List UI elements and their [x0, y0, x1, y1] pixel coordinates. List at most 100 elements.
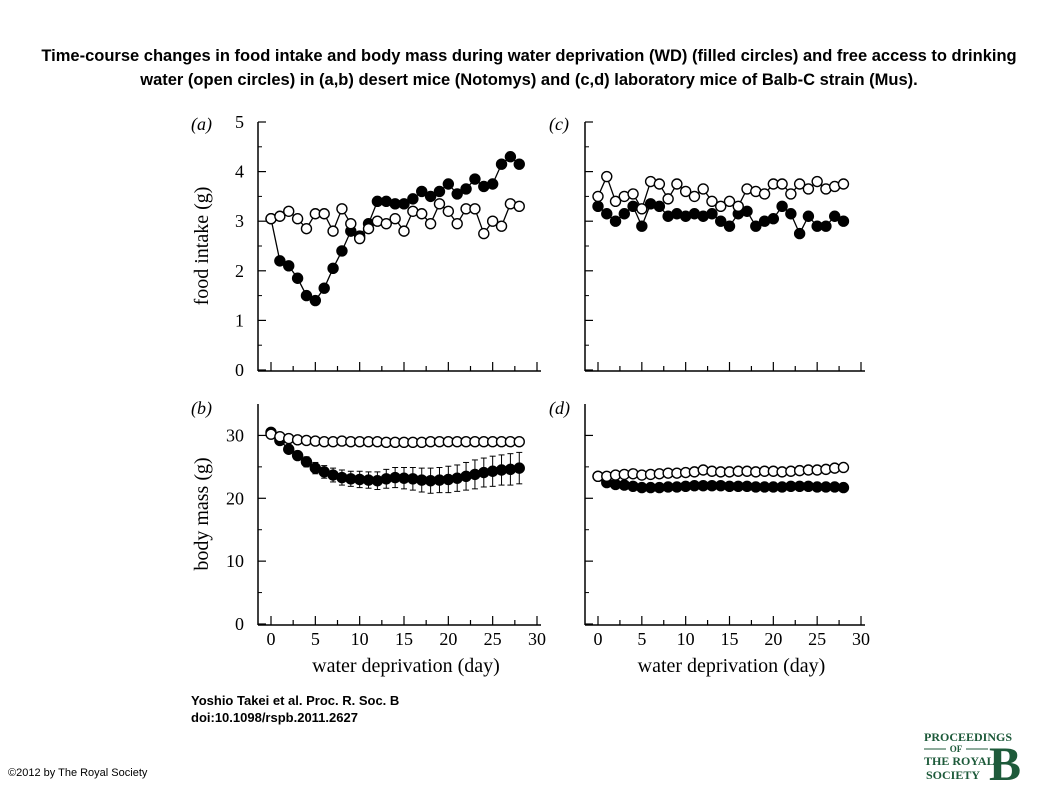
- chart-panel-2: 0 10 20 30 0 5 10 15 20 25 30 (b) body mass (g) water…: [191, 398, 546, 677]
- data-point: [706, 195, 718, 208]
- data-point: [837, 215, 850, 227]
- y-tick-label: 5: [235, 112, 244, 132]
- data-point: [793, 227, 806, 240]
- x-tick-label: 20: [439, 629, 457, 649]
- data-point: [785, 208, 797, 220]
- series-wd-filled: [265, 151, 525, 307]
- data-point: [758, 188, 771, 200]
- data-point: [750, 220, 762, 232]
- data-point: [283, 443, 295, 455]
- data-point: [513, 462, 525, 474]
- data-point: [601, 208, 613, 220]
- data-point: [442, 205, 455, 217]
- data-point: [451, 188, 463, 200]
- data-point: [653, 178, 666, 190]
- data-point: [309, 294, 322, 307]
- data-point: [662, 193, 674, 205]
- data-point: [793, 178, 806, 190]
- data-point: [715, 200, 727, 213]
- data-point: [706, 208, 718, 220]
- data-point: [274, 210, 286, 222]
- data-point: [785, 188, 797, 200]
- data-point: [592, 190, 604, 203]
- copyright-notice: ©2012 by The Royal Society: [8, 767, 148, 779]
- y-tick-label: 20: [226, 488, 244, 508]
- series-control-open: [592, 461, 850, 482]
- panel-label: (c): [549, 114, 569, 135]
- data-point: [486, 215, 499, 227]
- data-point: [837, 461, 850, 474]
- data-point: [327, 262, 339, 275]
- x-tick-label: 10: [677, 629, 695, 649]
- data-point: [478, 227, 490, 240]
- logo-text-proceedings: PROCEEDINGS: [924, 730, 1012, 744]
- data-point: [627, 188, 639, 200]
- series-wd-filled: [265, 426, 525, 494]
- data-point: [697, 183, 709, 195]
- panel-label: (d): [549, 398, 570, 419]
- data-point: [776, 178, 788, 190]
- data-point: [829, 210, 841, 222]
- data-point: [389, 213, 401, 225]
- y-tick-label: 1: [235, 310, 244, 330]
- data-point: [398, 225, 410, 237]
- y-axis-label: food intake (g): [191, 187, 213, 306]
- data-point: [469, 203, 481, 215]
- y-tick-label: 2: [235, 261, 244, 281]
- data-point: [283, 260, 295, 272]
- x-axis-label: water deprivation (day): [638, 655, 826, 677]
- y-tick-label: 10: [226, 551, 244, 571]
- data-point: [601, 170, 613, 183]
- citation-doi: doi:10.1098/rspb.2011.2627: [191, 710, 358, 725]
- data-point: [424, 217, 437, 230]
- data-point: [495, 220, 508, 232]
- data-point: [504, 151, 517, 163]
- data-point: [460, 183, 472, 195]
- citation-authors: Yoshio Takei et al. Proc. R. Soc. B: [191, 693, 400, 708]
- data-point: [776, 200, 788, 213]
- series-control-open: [592, 170, 850, 215]
- data-point: [380, 217, 392, 230]
- data-point: [398, 198, 410, 210]
- data-point: [715, 215, 727, 227]
- data-point: [679, 185, 692, 198]
- x-tick-label: 25: [484, 629, 502, 649]
- series-control-open: [265, 428, 525, 449]
- data-point: [451, 217, 463, 230]
- data-point: [636, 220, 648, 232]
- data-point: [495, 158, 508, 170]
- data-point: [318, 282, 330, 294]
- y-tick-label: 4: [235, 162, 244, 182]
- y-tick-label: 30: [226, 425, 244, 445]
- data-point: [283, 205, 295, 217]
- data-point: [513, 200, 525, 213]
- data-point: [513, 436, 525, 448]
- data-point: [741, 205, 753, 217]
- data-point: [274, 255, 286, 267]
- chart-panel-3: (c): [549, 114, 865, 372]
- series-wd-filled: [592, 470, 850, 494]
- x-axis-label: water deprivation (day): [312, 655, 500, 677]
- data-point: [592, 200, 604, 213]
- data-point: [442, 178, 455, 190]
- data-point: [300, 289, 313, 302]
- x-tick-label: 5: [311, 629, 320, 649]
- data-point: [433, 185, 446, 198]
- data-point: [300, 456, 313, 468]
- data-point: [362, 222, 375, 235]
- y-tick-label: 3: [235, 211, 244, 231]
- data-point: [723, 195, 736, 208]
- data-point: [618, 208, 630, 220]
- x-tick-label: 5: [637, 629, 646, 649]
- data-point: [802, 210, 815, 222]
- chart-panel-1: 0 1 2 3 4 5 (a) food intake (g): [191, 112, 541, 380]
- figure-title: Time-course changes in food intake and b…: [41, 47, 1017, 89]
- logo-text-society: SOCIETY: [926, 768, 980, 782]
- data-point: [291, 272, 304, 284]
- logo-letter-b: B: [989, 738, 1021, 784]
- y-tick-label: 0: [235, 360, 244, 380]
- data-point: [336, 203, 348, 215]
- data-point: [802, 183, 815, 195]
- data-point: [486, 178, 499, 190]
- data-point: [291, 449, 304, 462]
